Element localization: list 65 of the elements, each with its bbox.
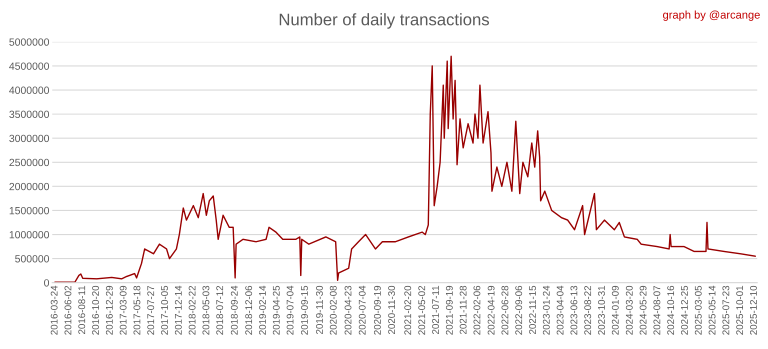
- x-tick-label: 2024-05-29: [640, 286, 647, 335]
- x-tick-label: 2017-10-05: [161, 286, 168, 335]
- x-tick-label: 2020-07-04: [358, 286, 366, 335]
- y-tick-label: 500000: [15, 255, 50, 262]
- x-tick-label: 2022-09-06: [515, 286, 522, 335]
- x-tick-label: 2019-02-14: [259, 286, 266, 335]
- x-tick-label: 2020-11-30: [388, 286, 396, 334]
- x-tick-label: 2025-07-23: [722, 286, 730, 335]
- x-tick-label: 2019-07-04: [286, 286, 294, 335]
- x-tick-label: 2021-05-02: [418, 286, 426, 335]
- y-tick-label: 4000000: [9, 86, 50, 94]
- x-tick-label: 2020-02-08: [330, 286, 337, 335]
- y-tick-label: 1500000: [10, 206, 50, 214]
- y-tick-label: 0: [44, 279, 50, 287]
- x-tick-label: 2018-07-12: [216, 286, 224, 335]
- x-tick-label: 2023-10-31: [598, 286, 605, 335]
- y-tick-label: 4500000: [9, 62, 50, 70]
- line-series: [54, 56, 756, 283]
- x-tick-label: 2024-03-20: [626, 286, 633, 335]
- x-tick-label: 2016-10-20: [92, 286, 99, 335]
- x-tick-label: 2021-07-11: [432, 286, 439, 334]
- x-tick-label: 2018-02-22: [188, 286, 196, 335]
- x-tick-label: 2019-09-15: [301, 286, 308, 335]
- y-tick-label: 2500000: [9, 158, 50, 166]
- text: graph by @arcange: [663, 10, 760, 21]
- y-tick-label: 3000000: [9, 134, 50, 142]
- x-tick-label: 2025-10-01: [736, 286, 744, 335]
- x-tick-label: 2017-07-27: [147, 286, 154, 335]
- x-tick-label: 2025-05-14: [708, 286, 716, 335]
- x-tick-label: 2025-12-10: [750, 286, 757, 335]
- x-tick-label: 2019-11-30: [316, 286, 323, 334]
- x-tick-label: 2021-11-28: [460, 286, 467, 334]
- x-tick-label: 2016-08-11: [78, 286, 86, 334]
- x-tick-label: 2022-06-28: [501, 286, 508, 335]
- x-tick-label: 2023-04-04: [556, 286, 564, 335]
- chart-title: Number of daily transactions: [280, 13, 490, 29]
- x-tick-label: 2019-04-25: [272, 286, 280, 335]
- y-tick-label: 3500000: [9, 110, 50, 118]
- x-tick-label: 2016-03-24: [50, 286, 58, 335]
- y-tick-label: 2000000: [9, 182, 50, 190]
- x-tick-label: 2020-04-23: [344, 286, 352, 335]
- x-tick-label: 2024-12-25: [681, 286, 688, 335]
- x-tick-label: 2017-12-14: [174, 286, 182, 335]
- y-tick-label: 1000000: [10, 231, 50, 238]
- x-tick-label: 2022-11-15: [529, 286, 536, 334]
- x-tick-label: 2024-01-09: [612, 286, 619, 335]
- y-tick-label: 5000000: [9, 38, 50, 46]
- x-tick-label: 2020-09-19: [374, 286, 381, 335]
- x-tick-label: 2016-12-29: [106, 286, 113, 335]
- x-tick-label: 2022-02-06: [473, 286, 480, 335]
- x-tick-label: 2023-06-13: [570, 286, 578, 335]
- x-tick-label: 2017-03-09: [120, 286, 127, 335]
- x-tick-label: 2018-05-03: [202, 286, 210, 335]
- x-tick-label: 2024-10-16: [667, 286, 674, 335]
- x-tick-label: 2024-08-07: [653, 286, 660, 335]
- x-tick-label: 2018-12-06: [245, 286, 252, 335]
- x-tick-label: 2018-09-24: [230, 286, 238, 335]
- x-tick-label: 2021-02-20: [404, 286, 412, 335]
- x-tick-label: 2022-04-19: [488, 286, 495, 335]
- x-tick-label: 2025-03-05: [694, 286, 702, 335]
- x-tick-label: 2023-08-22: [584, 286, 592, 335]
- x-tick-label: 2023-01-24: [542, 286, 550, 335]
- x-tick-label: 2017-05-18: [133, 286, 140, 335]
- x-tick-label: 2021-09-19: [446, 286, 453, 335]
- x-tick-label: 2016-06-02: [64, 286, 72, 335]
